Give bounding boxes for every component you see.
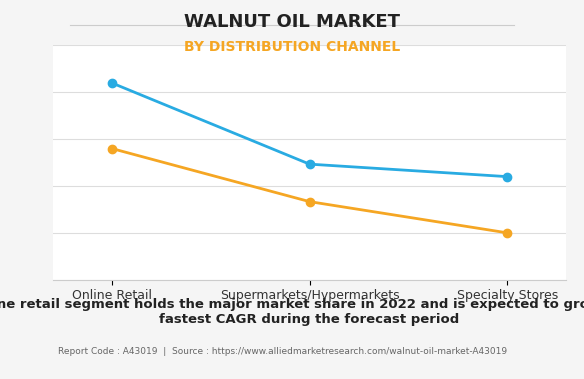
Text: Online retail segment holds the major market share in 2022 and is expected to gr: Online retail segment holds the major ma… [0, 298, 584, 326]
2032 [306, 162, 313, 166]
2022 [306, 199, 313, 204]
Line: 2032: 2032 [107, 79, 512, 181]
Text: Report Code : A43019  |  Source : https://www.alliedmarketresearch.com/walnut-oi: Report Code : A43019 | Source : https://… [58, 348, 507, 356]
Text: WALNUT OIL MARKET: WALNUT OIL MARKET [184, 13, 400, 31]
2032 [503, 174, 510, 179]
Line: 2022: 2022 [107, 144, 512, 237]
Text: BY DISTRIBUTION CHANNEL: BY DISTRIBUTION CHANNEL [184, 40, 400, 54]
2032 [109, 81, 116, 85]
2022 [503, 230, 510, 235]
2022 [109, 146, 116, 151]
